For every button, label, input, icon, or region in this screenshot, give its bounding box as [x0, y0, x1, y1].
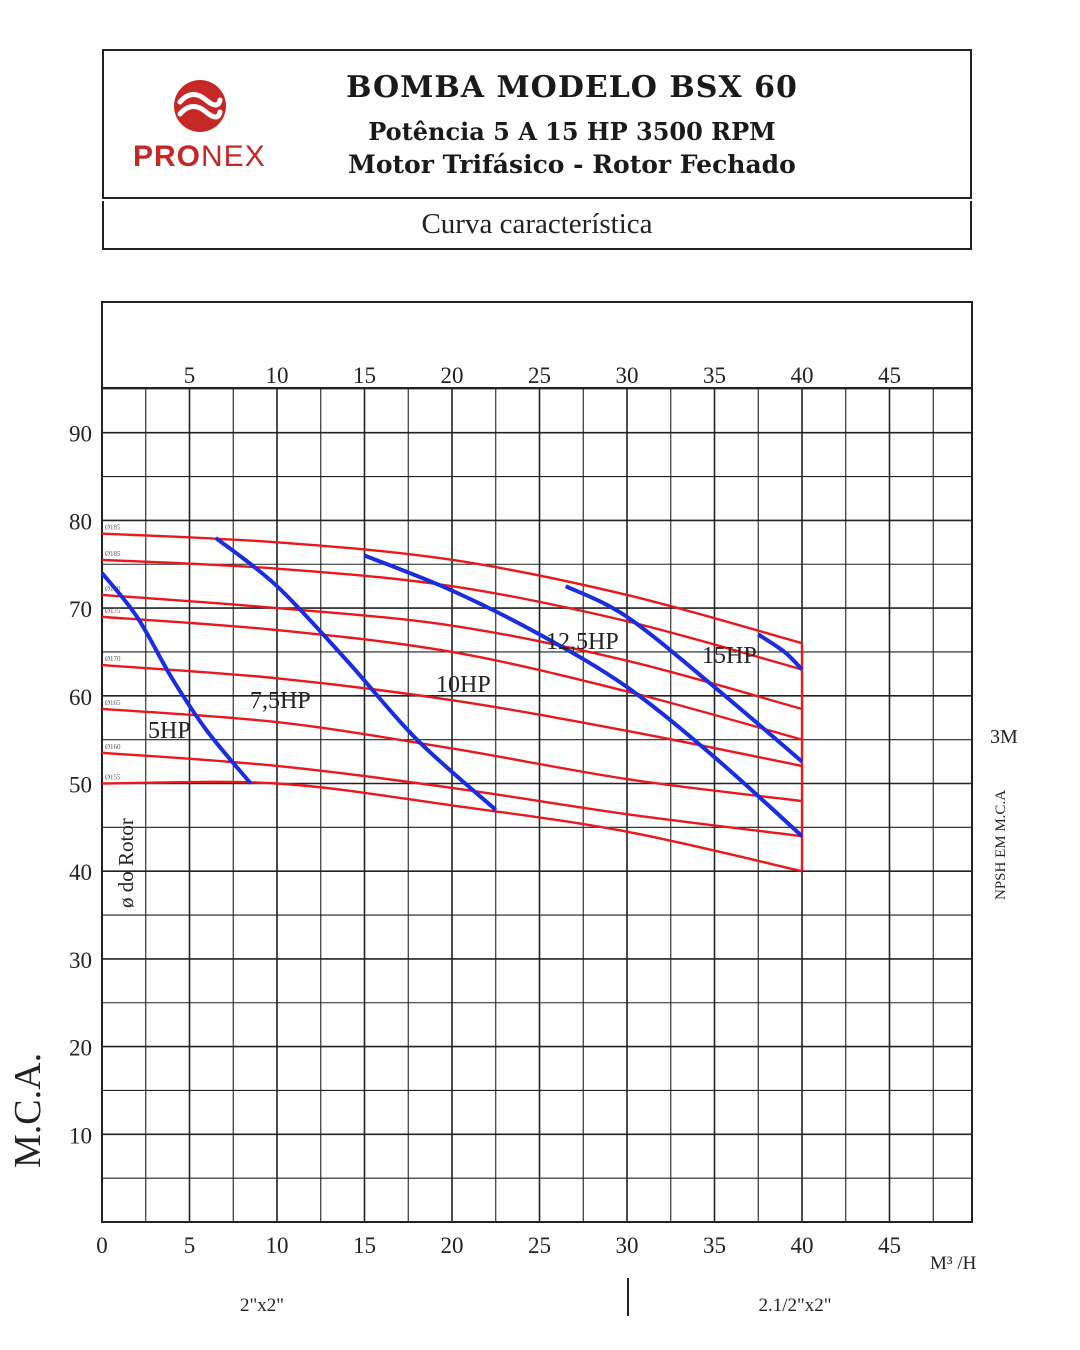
- header-box: [102, 49, 972, 199]
- x-top-tick-label: 40: [791, 363, 814, 388]
- x-top-tick-label: 30: [616, 363, 639, 388]
- connection-label-right: 2.1/2"x2": [758, 1295, 831, 1316]
- rotor-curve-label: Ø155: [105, 774, 121, 782]
- rotor-curve: [101, 780, 803, 873]
- x-tick-label: 40: [791, 1233, 814, 1258]
- plot-frame: [101, 301, 973, 1223]
- power-curve-label: 10HP: [436, 672, 491, 698]
- x-top-tick-label: 20: [441, 363, 464, 388]
- x-tick-label: 35: [703, 1233, 726, 1258]
- power-curve: [564, 584, 804, 764]
- rotor-curve: [101, 593, 803, 711]
- x-top-tick-label: 15: [353, 363, 376, 388]
- power-curve-label: 15HP: [702, 643, 757, 669]
- rotor-curve-label: Ø185: [105, 550, 121, 558]
- x-top-tick-label: 5: [184, 363, 196, 388]
- rotor-curve: [101, 558, 803, 671]
- power-curve-label: 12,5HP: [546, 629, 619, 655]
- power-curve: [363, 553, 804, 838]
- y-axis-label: M.C.A.: [7, 1053, 49, 1168]
- y-tick-label: 70: [69, 597, 92, 622]
- power-curve: [100, 571, 253, 785]
- x-tick-label: 5: [184, 1233, 196, 1258]
- section-title-box: Curva característica: [102, 201, 972, 250]
- rotor-curve-label: Ø160: [105, 743, 121, 751]
- chart-subtitle-power: Potência 5 A 15 HP 3500 RPM: [368, 117, 776, 146]
- x-tick-label: 45: [878, 1233, 901, 1258]
- x-tick-label: 20: [441, 1233, 464, 1258]
- section-title: Curva característica: [421, 208, 653, 240]
- power-curve: [214, 536, 498, 812]
- y-tick-label: 30: [69, 948, 92, 973]
- pronex-swirl-icon: [130, 78, 270, 188]
- x-tick-label: 25: [528, 1233, 551, 1258]
- rotor-curve-label: Ø170: [105, 655, 121, 663]
- rotor-curve: [101, 663, 803, 768]
- chart-subtitle-motor: Motor Trifásico - Rotor Fechado: [348, 150, 796, 179]
- brand-logo-text: PRONEX: [133, 140, 266, 173]
- chart-title: BOMBA MODELO BSX 60: [346, 70, 798, 105]
- npsh-value-label: 3M: [990, 726, 1018, 748]
- power-curve-label: 7,5HP: [250, 688, 311, 714]
- y-tick-label: 60: [69, 685, 92, 710]
- y-tick-label: 50: [69, 773, 92, 798]
- rotor-curve-label: Ø185: [105, 524, 121, 532]
- x-tick-label: 10: [266, 1233, 289, 1258]
- rotor-curve: [101, 707, 803, 803]
- x-tick-label: 15: [353, 1233, 376, 1258]
- y-tick-label: 80: [69, 509, 92, 534]
- x-top-tick-label: 45: [878, 363, 901, 388]
- rotor-curve: [101, 751, 803, 838]
- y-tick-label: 20: [69, 1036, 92, 1061]
- y-tick-label: 10: [69, 1123, 92, 1148]
- power-curve: [757, 632, 804, 671]
- x-top-tick-label: 35: [703, 363, 726, 388]
- y-tick-label: 40: [69, 860, 92, 885]
- connection-label-left: 2"x2": [240, 1295, 284, 1316]
- y-tick-label: 90: [69, 422, 92, 447]
- x-tick-label: 0: [96, 1233, 108, 1258]
- power-curve-label: 5HP: [148, 718, 191, 744]
- x-top-tick-label: 25: [528, 363, 551, 388]
- npsh-axis-label: NPSH EM M.C.A: [993, 790, 1009, 900]
- x-axis-label: M³ /H: [930, 1253, 977, 1274]
- rotor-curve-label: Ø175: [105, 607, 121, 615]
- x-tick-label: 30: [616, 1233, 639, 1258]
- x-top-tick-label: 10: [266, 363, 289, 388]
- rotor-diameter-label: ø do Rotor: [114, 818, 138, 908]
- rotor-curve: [101, 615, 803, 741]
- rotor-curve-label: Ø165: [105, 699, 121, 707]
